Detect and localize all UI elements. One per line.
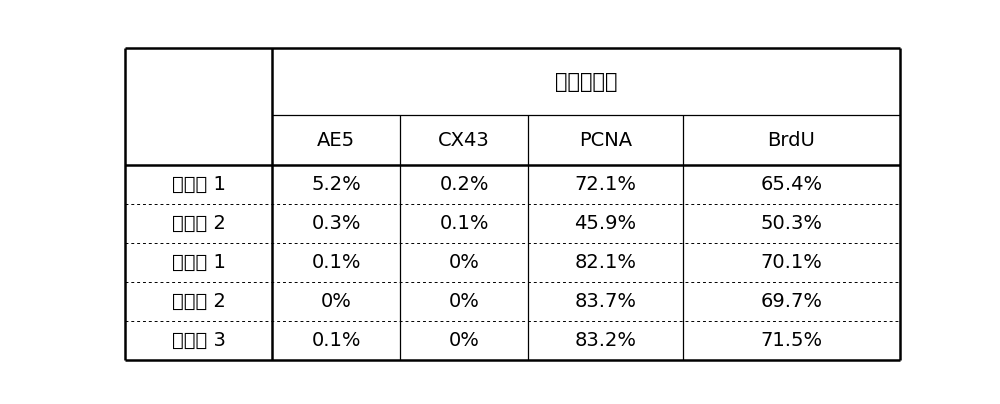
Text: 对比例 1: 对比例 1	[172, 175, 226, 194]
Text: 0.2%: 0.2%	[439, 175, 489, 194]
Text: 0%: 0%	[449, 330, 480, 349]
Text: 0%: 0%	[321, 292, 352, 311]
Text: 对比例 2: 对比例 2	[172, 214, 226, 233]
Text: 69.7%: 69.7%	[761, 292, 822, 311]
Text: 82.1%: 82.1%	[574, 253, 637, 272]
Text: 50.3%: 50.3%	[761, 214, 822, 233]
Text: 0.1%: 0.1%	[311, 253, 361, 272]
Text: 0%: 0%	[449, 292, 480, 311]
Text: BrdU: BrdU	[768, 131, 815, 150]
Text: 阳性表达率: 阳性表达率	[555, 72, 617, 92]
Text: 72.1%: 72.1%	[574, 175, 637, 194]
Text: 83.7%: 83.7%	[574, 292, 637, 311]
Text: 5.2%: 5.2%	[311, 175, 361, 194]
Text: AE5: AE5	[317, 131, 355, 150]
Text: CX43: CX43	[438, 131, 490, 150]
Text: 0.3%: 0.3%	[311, 214, 361, 233]
Text: 实施例 3: 实施例 3	[172, 330, 226, 349]
Text: PCNA: PCNA	[579, 131, 632, 150]
Text: 45.9%: 45.9%	[574, 214, 637, 233]
Text: 70.1%: 70.1%	[761, 253, 822, 272]
Text: 71.5%: 71.5%	[760, 330, 823, 349]
Text: 0.1%: 0.1%	[311, 330, 361, 349]
Text: 实施例 1: 实施例 1	[172, 253, 226, 272]
Text: 0%: 0%	[449, 253, 480, 272]
Text: 0.1%: 0.1%	[439, 214, 489, 233]
Text: 83.2%: 83.2%	[574, 330, 637, 349]
Text: 65.4%: 65.4%	[760, 175, 823, 194]
Text: 实施例 2: 实施例 2	[172, 292, 226, 311]
